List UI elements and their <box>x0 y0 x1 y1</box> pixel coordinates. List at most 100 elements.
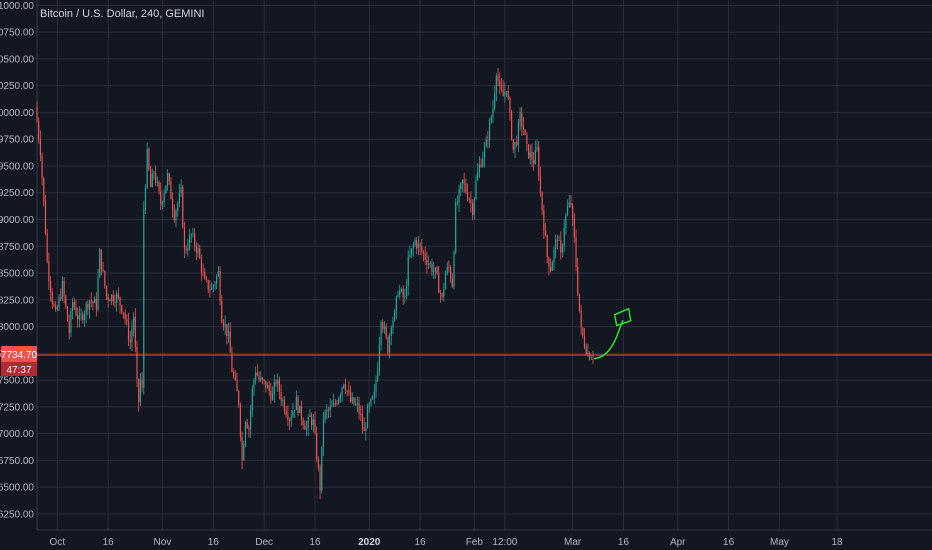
candle <box>275 379 277 388</box>
candle-body <box>294 410 296 412</box>
candle-body <box>48 261 50 281</box>
candle-body <box>536 146 538 150</box>
candle-body <box>336 403 338 405</box>
candle <box>327 406 330 418</box>
candle <box>66 306 69 322</box>
candle <box>592 350 594 365</box>
candle <box>355 397 357 407</box>
candle-body <box>53 303 55 306</box>
candle <box>188 229 191 251</box>
candle <box>248 424 250 438</box>
candle <box>51 288 53 310</box>
candle-body <box>168 173 170 181</box>
candle-body <box>407 256 409 287</box>
candle <box>87 300 89 316</box>
candle <box>205 275 208 283</box>
candle <box>463 172 465 193</box>
candle-body <box>527 144 530 158</box>
candle <box>461 179 464 192</box>
candle-body <box>511 111 513 140</box>
candle <box>441 292 443 300</box>
candle-body <box>307 417 309 428</box>
candle <box>295 390 297 411</box>
candle <box>219 266 221 306</box>
candle <box>94 296 96 304</box>
arrow-head <box>613 307 632 327</box>
candle <box>588 351 591 361</box>
candle-body <box>370 398 372 405</box>
candle-body <box>304 425 306 430</box>
candle <box>397 290 399 298</box>
candle <box>377 362 379 383</box>
candle <box>360 405 362 422</box>
candle-body <box>109 300 111 302</box>
candle-body <box>138 379 140 403</box>
candle <box>343 383 345 390</box>
candle-body <box>117 293 119 298</box>
candle-body <box>546 235 548 258</box>
candle <box>239 402 242 442</box>
candle <box>539 167 542 197</box>
candle-body <box>416 240 418 249</box>
candle <box>488 117 491 148</box>
candle <box>185 245 187 254</box>
candle <box>117 287 119 300</box>
y-tick-label: 8750.00 <box>0 242 34 253</box>
candle-body <box>58 297 60 308</box>
candle <box>555 234 557 259</box>
candle <box>477 163 479 181</box>
candle-body <box>246 422 248 428</box>
candle-body <box>346 390 348 392</box>
candle-body <box>219 270 221 301</box>
candle-body <box>577 266 579 294</box>
candle-body <box>311 415 313 426</box>
candle <box>97 269 99 312</box>
candle <box>124 309 126 325</box>
candle-body <box>321 446 323 491</box>
candle-body <box>395 296 397 312</box>
candle-body <box>327 409 330 411</box>
candle <box>465 178 467 195</box>
candle-body <box>141 379 143 388</box>
candle-body <box>124 313 126 320</box>
candle-body <box>414 240 416 246</box>
candle <box>451 273 453 289</box>
candle <box>548 256 550 276</box>
candle-body <box>461 179 464 184</box>
candle-body <box>360 414 362 415</box>
candle <box>531 143 533 168</box>
candle <box>419 242 421 255</box>
candle <box>136 340 138 388</box>
candle-body <box>166 173 169 186</box>
candle <box>65 294 67 310</box>
candle-body <box>505 91 508 92</box>
candle-body <box>195 245 197 253</box>
candle-body <box>63 280 65 297</box>
candle-body <box>585 346 587 355</box>
candle-body <box>319 467 321 491</box>
candle-body <box>512 139 514 150</box>
candle <box>200 254 203 282</box>
candle <box>427 255 430 269</box>
candle-body <box>316 432 318 460</box>
candle-body <box>60 297 62 299</box>
candle <box>509 95 511 121</box>
candle-body <box>212 285 214 288</box>
candle <box>305 420 308 437</box>
candle <box>561 243 564 258</box>
candle-body <box>272 393 274 400</box>
candle <box>583 327 586 350</box>
candle <box>394 308 396 322</box>
candle-body <box>112 294 114 302</box>
candle <box>288 417 291 430</box>
candle-body <box>44 201 47 234</box>
candle <box>373 383 375 405</box>
candle-body <box>156 182 158 183</box>
x-tick-label: Apr <box>670 537 686 548</box>
candle-body <box>500 85 503 90</box>
candle <box>338 396 340 405</box>
candle <box>204 268 206 280</box>
candle-body <box>160 191 162 205</box>
